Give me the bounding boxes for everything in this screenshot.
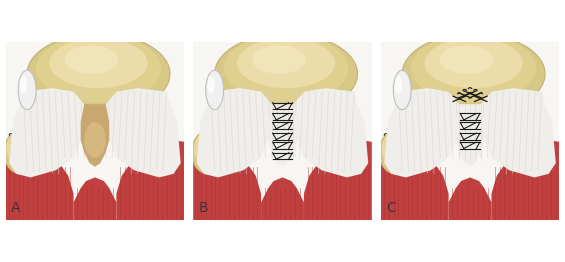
- Ellipse shape: [4, 131, 36, 174]
- Ellipse shape: [194, 133, 218, 165]
- Polygon shape: [456, 104, 484, 167]
- Ellipse shape: [252, 45, 306, 74]
- Ellipse shape: [393, 70, 411, 110]
- Ellipse shape: [411, 35, 536, 102]
- Ellipse shape: [395, 76, 402, 94]
- Polygon shape: [197, 88, 272, 177]
- Text: C: C: [386, 201, 396, 215]
- Polygon shape: [193, 140, 261, 220]
- Ellipse shape: [379, 131, 411, 174]
- Polygon shape: [261, 177, 304, 220]
- Polygon shape: [384, 88, 459, 177]
- Ellipse shape: [7, 133, 30, 165]
- Ellipse shape: [215, 34, 358, 114]
- Polygon shape: [492, 140, 559, 220]
- Ellipse shape: [224, 35, 349, 102]
- Polygon shape: [73, 177, 116, 220]
- Polygon shape: [9, 88, 84, 177]
- Polygon shape: [268, 104, 297, 167]
- Ellipse shape: [440, 45, 493, 74]
- Ellipse shape: [192, 131, 224, 174]
- Polygon shape: [293, 88, 368, 177]
- Polygon shape: [81, 104, 109, 167]
- Ellipse shape: [36, 35, 161, 102]
- Polygon shape: [6, 140, 73, 220]
- Ellipse shape: [18, 70, 36, 110]
- Text: A: A: [11, 201, 20, 215]
- Ellipse shape: [424, 38, 523, 88]
- Ellipse shape: [237, 38, 335, 88]
- Text: SS: SS: [7, 128, 56, 143]
- Polygon shape: [304, 140, 372, 220]
- Ellipse shape: [20, 76, 27, 94]
- Ellipse shape: [27, 34, 170, 114]
- Polygon shape: [481, 88, 556, 177]
- Polygon shape: [449, 177, 492, 220]
- Text: SS: SS: [383, 125, 439, 143]
- Ellipse shape: [84, 122, 106, 158]
- Polygon shape: [6, 42, 184, 220]
- Ellipse shape: [206, 70, 224, 110]
- Ellipse shape: [64, 45, 118, 74]
- Text: IS: IS: [501, 125, 543, 143]
- Ellipse shape: [207, 76, 215, 94]
- Polygon shape: [116, 140, 184, 220]
- Text: IS: IS: [133, 128, 173, 143]
- Polygon shape: [381, 140, 449, 220]
- Ellipse shape: [402, 34, 545, 114]
- Polygon shape: [106, 88, 181, 177]
- Text: B: B: [198, 201, 208, 215]
- Ellipse shape: [381, 133, 405, 165]
- Ellipse shape: [49, 38, 147, 88]
- Polygon shape: [381, 42, 559, 220]
- Polygon shape: [193, 42, 372, 220]
